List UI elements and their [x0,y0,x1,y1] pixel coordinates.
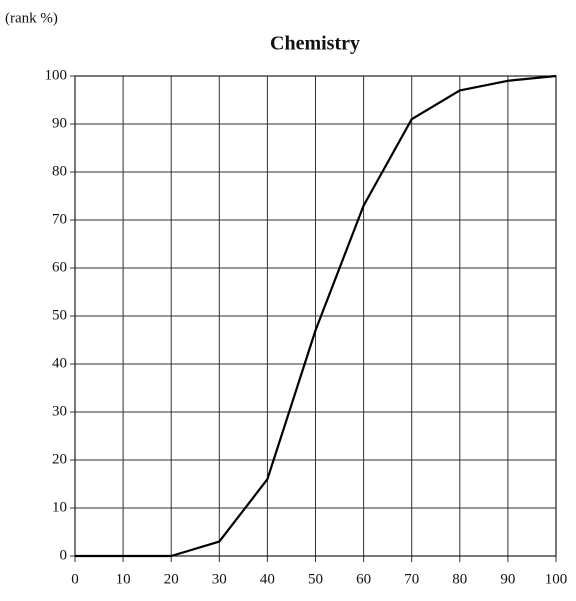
y-axis-label: (rank %) [5,10,58,26]
y-tick-label: 80 [52,163,67,179]
x-tick-label: 20 [164,571,179,587]
y-tick-label: 90 [52,115,67,131]
y-tick-label: 100 [45,67,68,83]
x-tick-label: 100 [545,571,568,587]
y-tick-label: 50 [52,307,67,323]
x-tick-label: 70 [404,571,419,587]
x-tick-label: 0 [71,571,79,587]
plot-frame [74,75,557,557]
chart-title: Chemistry [270,33,360,55]
y-tick-label: 70 [52,211,67,227]
x-tick-label: 90 [500,571,515,587]
data-line [75,74,557,558]
x-tick-label: 80 [452,571,467,587]
y-tick-label: 0 [60,547,68,563]
y-tick-label: 60 [52,259,67,275]
x-tick-label: 40 [260,571,275,587]
y-tick-label: 30 [52,403,67,419]
x-tick-label: 50 [308,571,323,587]
x-tick-label: 60 [356,571,371,587]
y-tick-label: 10 [52,499,67,515]
x-tick-label: 30 [212,571,227,587]
y-tick-label: 40 [52,355,67,371]
x-tick-label: 10 [116,571,131,587]
y-tick-label: 20 [52,451,67,467]
